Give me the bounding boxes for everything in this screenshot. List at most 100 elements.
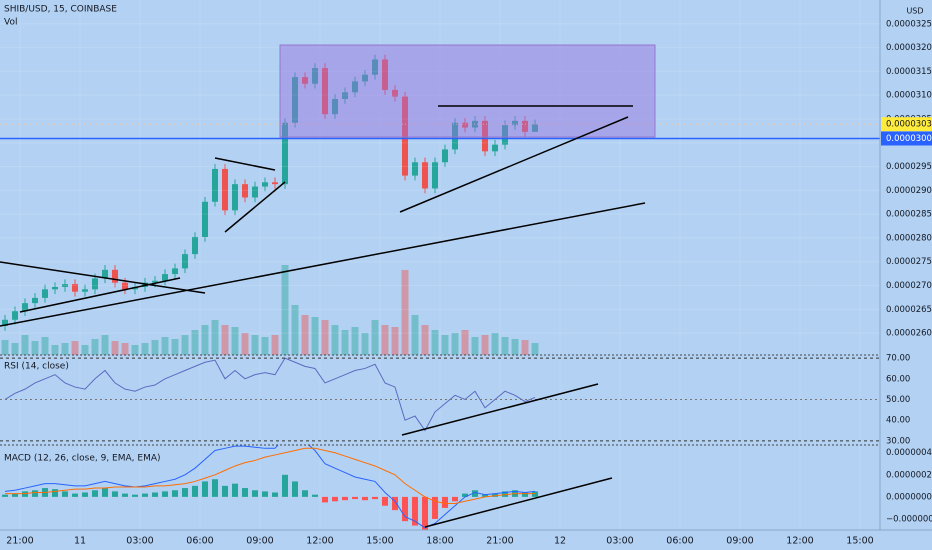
histogram-bar — [532, 491, 538, 497]
trend-line — [19, 277, 181, 313]
histogram-bar — [132, 494, 138, 497]
histogram-bar — [422, 496, 428, 530]
volume-bar — [401, 270, 409, 355]
volume-bar — [51, 345, 59, 355]
pane — [0, 54, 880, 355]
candle-body — [452, 122, 458, 150]
candle-body — [302, 77, 308, 84]
candle-body — [222, 168, 228, 211]
histogram-bar — [432, 496, 438, 519]
volume-bar — [261, 337, 269, 355]
histogram-bar — [482, 494, 488, 497]
candle-body — [152, 280, 158, 283]
x-tick-label: 09:00 — [246, 536, 273, 547]
macd-line — [4, 445, 536, 529]
x-tick-label: 06:00 — [666, 536, 693, 547]
histogram-bar — [392, 496, 398, 511]
candle-body — [312, 68, 318, 84]
candle-body — [432, 162, 438, 189]
volume-bar — [291, 305, 299, 355]
histogram-bar — [292, 481, 298, 497]
candle-body — [172, 268, 178, 275]
candle-body — [182, 254, 188, 269]
histogram-bar — [182, 488, 188, 497]
candle-body — [162, 274, 168, 281]
volume-bar — [471, 337, 479, 355]
candle-body — [272, 182, 278, 185]
volume-bar — [411, 315, 419, 355]
trend-line — [401, 383, 599, 436]
candle-body — [212, 168, 218, 202]
histogram-bar — [12, 493, 18, 497]
candle-body — [462, 122, 468, 128]
y-tick-label: 60.00 — [886, 374, 910, 384]
histogram-bar — [172, 490, 178, 497]
histogram-bar — [242, 488, 248, 497]
candle-body — [32, 297, 38, 304]
trend-line — [424, 477, 613, 528]
volume-bar — [11, 343, 19, 355]
candle-body — [372, 59, 378, 75]
histogram-bar — [252, 490, 258, 497]
histogram-bar — [312, 494, 318, 497]
volume-bar — [201, 325, 209, 355]
candle-body — [242, 184, 248, 198]
volume-bar — [431, 330, 439, 355]
histogram-bar — [502, 491, 508, 497]
histogram-bar — [112, 491, 118, 497]
candle-body — [472, 120, 478, 128]
volume-bar — [511, 339, 519, 355]
candle-body — [352, 81, 358, 93]
candle-body — [82, 289, 88, 292]
pane — [4, 357, 536, 432]
candle-body — [392, 89, 398, 97]
volume-bar — [361, 333, 369, 355]
labels: SHIB/USD, 15, COINBASE Vol RSI (14, clos… — [4, 5, 932, 547]
candle-body — [72, 284, 78, 292]
candle-body — [422, 162, 428, 189]
candle-body — [262, 182, 268, 187]
histogram-bar — [142, 493, 148, 497]
histogram-bar — [32, 490, 38, 497]
histogram-bar — [52, 489, 58, 497]
candle-body — [442, 149, 448, 163]
y-tick-label: 50.00 — [886, 395, 910, 405]
volume-bar — [221, 325, 229, 355]
y-tick-label: 40.00 — [886, 416, 910, 426]
volume-bar — [21, 335, 29, 355]
x-tick-label: 18:00 — [426, 536, 453, 547]
candle-body — [22, 303, 28, 312]
histogram-bar — [472, 490, 478, 497]
volume-bar — [461, 330, 469, 355]
candle-body — [502, 125, 508, 145]
histogram-bar — [522, 492, 528, 497]
volume-bar — [481, 335, 489, 355]
trend-line — [0, 202, 646, 327]
rsi-line — [4, 357, 536, 432]
histogram-bar — [62, 491, 68, 497]
volume-bar — [61, 343, 69, 355]
candle-body — [382, 59, 388, 90]
candle-body — [362, 74, 368, 82]
drawings — [0, 44, 656, 528]
volume-bar — [371, 320, 379, 355]
pane-borders — [0, 354, 880, 446]
x-tick-label: 21:00 — [486, 536, 513, 547]
candle-body — [492, 144, 498, 152]
candle-body — [512, 120, 518, 126]
level-badge — [881, 131, 932, 146]
candle-body — [322, 68, 328, 115]
candle-body — [532, 124, 538, 132]
histogram-bar — [442, 496, 448, 508]
volume-bar — [111, 341, 119, 355]
volume-bar — [421, 325, 429, 355]
candle-body — [482, 120, 488, 152]
histogram-bar — [322, 496, 328, 503]
